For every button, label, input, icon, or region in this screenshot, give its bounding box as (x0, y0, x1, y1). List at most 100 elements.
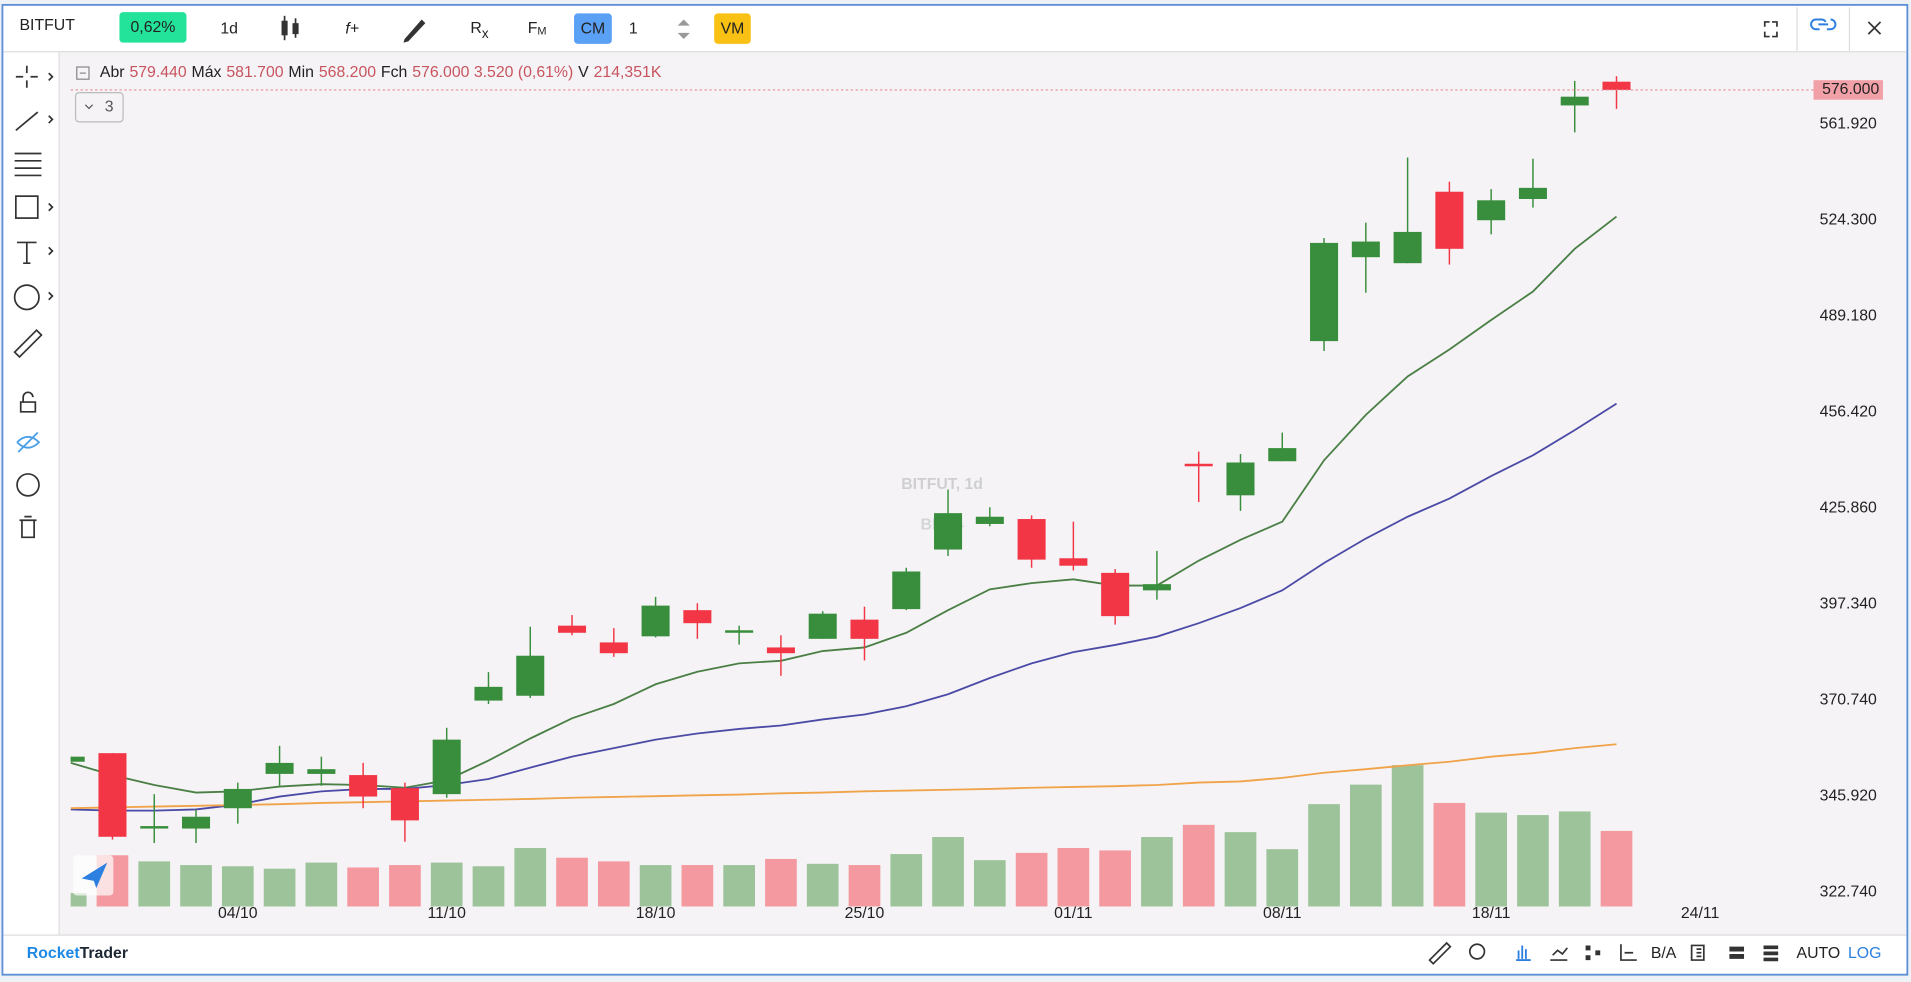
quantity[interactable]: 1 (629, 20, 638, 37)
candle-body (1101, 572, 1130, 617)
legend-label: Máx (192, 64, 222, 81)
y-tick-label: 524.300 (1820, 211, 1877, 228)
tool-expanders[interactable] (48, 72, 54, 301)
brand-rocket: Rocket (27, 945, 81, 962)
emoji-tool[interactable] (13, 284, 40, 311)
candle-type-button[interactable] (281, 15, 299, 41)
volume-bar (180, 865, 212, 907)
fib-tool[interactable] (14, 152, 42, 177)
x-tick-label: 24/11 (1681, 905, 1720, 922)
volume-bar (1224, 832, 1257, 907)
volume-bar (1266, 849, 1299, 907)
draw-button[interactable] (403, 19, 426, 43)
text-tool[interactable] (17, 241, 37, 265)
crosshair-tool[interactable] (15, 65, 38, 88)
ohlc-legend: Abr 579.440 Máx 581.700 Min 568.200 Fch 576.000… (100, 64, 662, 81)
vm-button[interactable] (714, 13, 751, 44)
interval[interactable]: 1d (220, 20, 238, 37)
y-tick-label: 397.340 (1820, 596, 1877, 613)
book-button[interactable] (1690, 944, 1705, 961)
delete-tool[interactable] (19, 515, 37, 539)
candle-body (892, 571, 921, 610)
auto-button[interactable]: AUTO (1797, 945, 1841, 962)
candle-body (432, 739, 461, 795)
close-button[interactable] (1867, 21, 1882, 35)
hide-tool[interactable] (16, 431, 41, 453)
collapse-box[interactable] (76, 66, 90, 80)
x-tick-label: 01/11 (1054, 905, 1093, 922)
volume-bar (1099, 850, 1131, 907)
candle-body (1310, 242, 1339, 342)
legend-label: Abr (100, 64, 125, 81)
volume-bar (70, 893, 87, 907)
volume-bar (221, 866, 254, 907)
zoom-button[interactable] (1468, 943, 1486, 960)
candle-body (1477, 200, 1506, 221)
x-tick-label: 11/10 (427, 905, 466, 922)
shape-tool[interactable] (14, 195, 39, 219)
change: 0,62% (131, 19, 176, 36)
quantity-spinner[interactable] (677, 19, 690, 39)
candle-body (390, 788, 419, 821)
candle-body (599, 642, 628, 654)
legend-value: 568.200 (319, 64, 376, 81)
volume-button[interactable] (1516, 945, 1531, 961)
fullscreen-button[interactable] (1763, 21, 1778, 38)
vm-label: VM (721, 20, 745, 37)
axis-button[interactable] (1620, 944, 1637, 961)
ruler-tool[interactable] (13, 328, 43, 359)
candle-body (1393, 231, 1422, 264)
indicators-button[interactable]: f+ (345, 20, 359, 37)
x-tick-label: 18/10 (636, 905, 676, 922)
line-tool[interactable] (15, 111, 39, 132)
volume-bar (890, 854, 923, 907)
x-tick-label: 25/10 (845, 905, 885, 922)
volume-bar (765, 858, 797, 907)
volume-bar (1141, 837, 1173, 907)
legend-value: 581.700 (226, 64, 283, 81)
volume-bar (556, 857, 588, 907)
link-button[interactable] (1810, 18, 1837, 31)
y-tick-label: 456.420 (1820, 404, 1877, 421)
x-tick-label: 08/11 (1263, 905, 1302, 922)
ba-button[interactable]: B/A (1651, 945, 1677, 962)
fm-button[interactable]: FM (528, 20, 547, 37)
cm-button[interactable] (574, 13, 612, 44)
y-tick-label: 561.920 (1820, 115, 1877, 132)
top-toolbar: BITFUT 0,62% 1d f+ Rx FM CM 1 VM (20, 7, 1882, 52)
volume-bar (430, 862, 463, 907)
volume-bar (639, 865, 672, 907)
scale-button[interactable] (1550, 947, 1568, 961)
pattern-button[interactable] (1585, 945, 1601, 961)
volume-bar (514, 847, 547, 907)
candle-body (1059, 558, 1088, 566)
log-button[interactable]: LOG (1848, 945, 1881, 962)
volume-bar (1517, 815, 1549, 907)
candle-body (1017, 519, 1046, 560)
legend-label: Min (288, 64, 314, 81)
candle-body (307, 769, 336, 774)
layout-button[interactable] (1729, 946, 1745, 959)
candle-body (140, 826, 169, 829)
legend-value: 579.440 (129, 64, 186, 81)
rx-r: R (470, 20, 481, 37)
candle-body (516, 655, 545, 696)
candle-body (766, 647, 795, 654)
cm-label: CM (581, 20, 606, 37)
measure-button[interactable] (1428, 941, 1452, 965)
candle-body (1435, 191, 1464, 249)
watermark: BITFUT, 1d (901, 476, 983, 493)
candle-body (182, 816, 211, 829)
list-button[interactable] (1763, 945, 1779, 962)
nav-icon (81, 862, 108, 889)
help-tool[interactable] (16, 473, 40, 497)
volume-bar (973, 860, 1006, 907)
lock-tool[interactable] (19, 391, 37, 413)
last-price-box (1813, 80, 1883, 100)
rx-button[interactable]: Rx (470, 20, 488, 40)
symbol[interactable]: BITFUT (20, 17, 76, 34)
candle-body (1184, 463, 1213, 467)
studies-toggle[interactable] (74, 91, 124, 123)
y-tick-label: 322.740 (1820, 884, 1877, 901)
